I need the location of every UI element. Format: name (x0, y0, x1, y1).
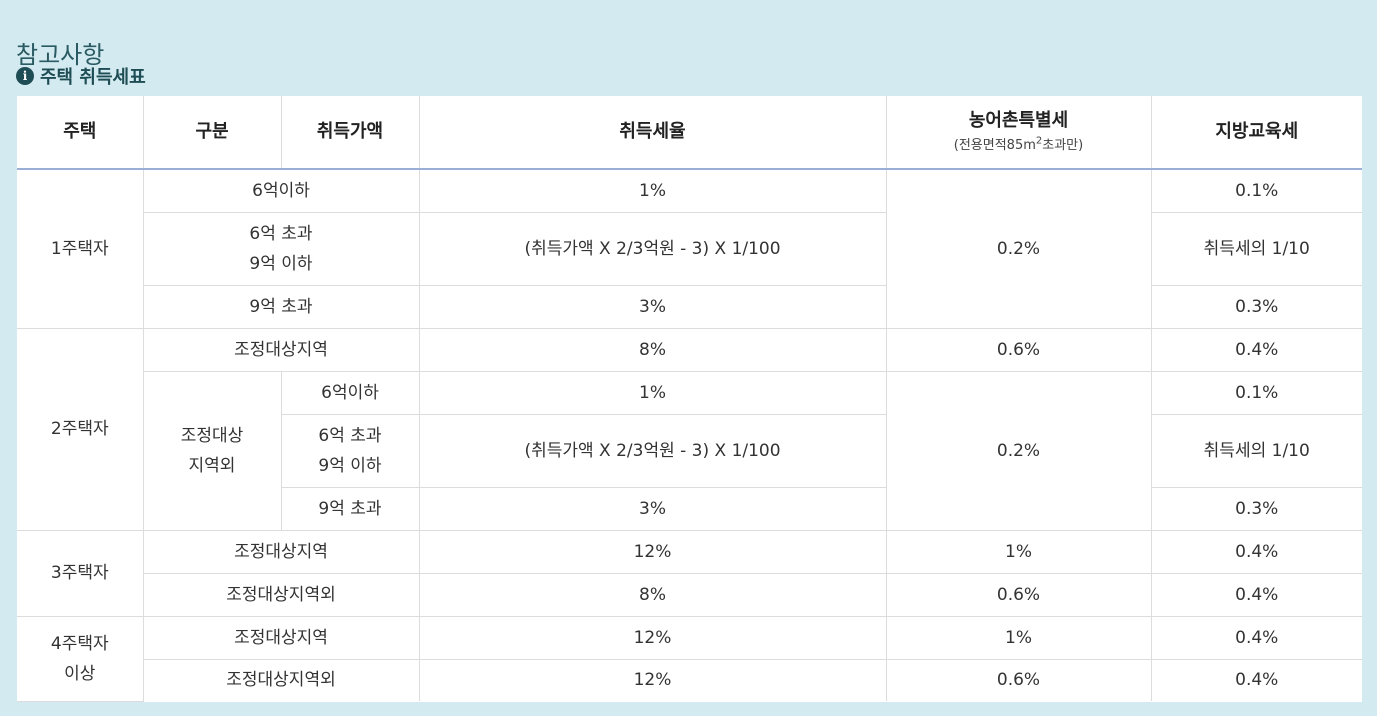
rate-cell: 12% (418, 615, 887, 660)
edu-tax-cell: 취득세의 1/10 (1150, 413, 1362, 488)
rate-cell: 3% (418, 284, 887, 329)
acquisition-tax-table: 주택 구분 취득가액 취득세율 농어촌특별세 (전용면적85m2초과만) 지방교… (17, 96, 1362, 702)
table-row: 1주택자 6억이하 1% 0.2% 0.1% (17, 168, 1362, 329)
table-row: 3주택자 조정대상지역 12% 1% 0.4% (17, 529, 1362, 617)
rate-cell: 8% (418, 327, 887, 372)
edu-tax-cell: 0.1% (1150, 168, 1362, 213)
header-category: 구분 (142, 96, 282, 170)
edu-tax-cell: 0.4% (1150, 327, 1362, 372)
house-cell: 2주택자 (17, 327, 144, 531)
rate-cell: 8% (418, 572, 887, 617)
rural-tax-cell: 1% (885, 529, 1152, 574)
rural-tax-cell: 0.6% (885, 572, 1152, 617)
edu-tax-cell: 0.4% (1150, 529, 1362, 574)
info-circle-icon: i (16, 67, 34, 85)
rate-cell: 12% (418, 658, 887, 701)
edu-tax-cell: 0.1% (1150, 370, 1362, 415)
edu-tax-cell: 0.4% (1150, 572, 1362, 617)
rural-tax-cell: 0.2% (885, 168, 1152, 329)
header-edu-tax: 지방교육세 (1150, 96, 1362, 170)
header-rate: 취득세율 (418, 96, 887, 170)
table-row: 조정대상지역외 12% 0.6% 0.4% (17, 658, 1362, 701)
price-cell: 6억이하 (280, 370, 420, 415)
edu-tax-cell: 0.3% (1150, 486, 1362, 531)
rate-cell: 1% (418, 168, 887, 213)
table-row: 9억 초과 3% 0.3% (17, 284, 1362, 329)
house-cell: 4주택자 이상 (17, 615, 144, 702)
table-row: 조정대상지역외 8% 0.6% 0.4% (17, 572, 1362, 617)
house-cell: 3주택자 (17, 529, 144, 617)
table-header-row: 주택 구분 취득가액 취득세율 농어촌특별세 (전용면적85m2초과만) 지방교… (17, 96, 1362, 170)
edu-tax-cell: 취득세의 1/10 (1150, 211, 1362, 286)
rural-tax-cell: 0.6% (885, 327, 1152, 372)
table-row: 2주택자 조정대상지역 8% 0.6% 0.4% (17, 327, 1362, 531)
table-row: 조정대상 지역외 6억이하 1% 0.2% 0.1% (17, 370, 1362, 531)
price-cell: 9억 초과 (280, 486, 420, 531)
category-cell: 6억이하 (142, 168, 420, 213)
section-title-label: 주택 취득세표 (40, 67, 146, 88)
category-cell: 조정대상지역 (142, 615, 420, 660)
rate-cell: 12% (418, 529, 887, 574)
header-price: 취득가액 (280, 96, 420, 170)
category-cell: 6억 초과 9억 이하 (142, 211, 420, 286)
table-row: 6억 초과 9억 이하 (취득가액 X 2/3억원 - 3) X 1/100 취… (17, 211, 1362, 286)
edu-tax-cell: 0.4% (1150, 658, 1362, 701)
header-rural-tax-note: (전용면적85m2초과만) (953, 135, 1084, 153)
category-cell: 조정대상지역외 (142, 572, 420, 617)
rate-cell: (취득가액 X 2/3억원 - 3) X 1/100 (418, 211, 887, 286)
rural-tax-cell: 0.2% (885, 370, 1152, 531)
category-cell: 조정대상 지역외 (142, 370, 282, 531)
category-cell: 9억 초과 (142, 284, 420, 329)
table-row: 4주택자 이상 조정대상지역 12% 1% 0.4% (17, 615, 1362, 702)
price-cell: 6억 초과 9억 이하 (280, 413, 420, 488)
header-house: 주택 (17, 96, 144, 170)
edu-tax-cell: 0.3% (1150, 284, 1362, 329)
table-row: 9억 초과 3% 0.3% (17, 486, 1362, 531)
header-rural-tax: 농어촌특별세 (전용면적85m2초과만) (885, 96, 1152, 170)
header-rural-tax-label: 농어촌특별세 (968, 110, 1069, 131)
rural-tax-cell: 1% (885, 615, 1152, 660)
category-cell: 조정대상지역외 (142, 658, 420, 701)
house-cell: 1주택자 (17, 168, 144, 329)
edu-tax-cell: 0.4% (1150, 615, 1362, 660)
page-title: 참고사항 (16, 41, 105, 70)
rate-cell: 3% (418, 486, 887, 531)
rural-tax-cell: 0.6% (885, 658, 1152, 701)
category-cell: 조정대상지역 (142, 327, 420, 372)
rate-cell: (취득가액 X 2/3억원 - 3) X 1/100 (418, 413, 887, 488)
category-cell: 조정대상지역 (142, 529, 420, 574)
section-title: i 주택 취득세표 (16, 63, 146, 89)
table-row: 6억 초과 9억 이하 (취득가액 X 2/3억원 - 3) X 1/100 취… (17, 413, 1362, 488)
rate-cell: 1% (418, 370, 887, 415)
